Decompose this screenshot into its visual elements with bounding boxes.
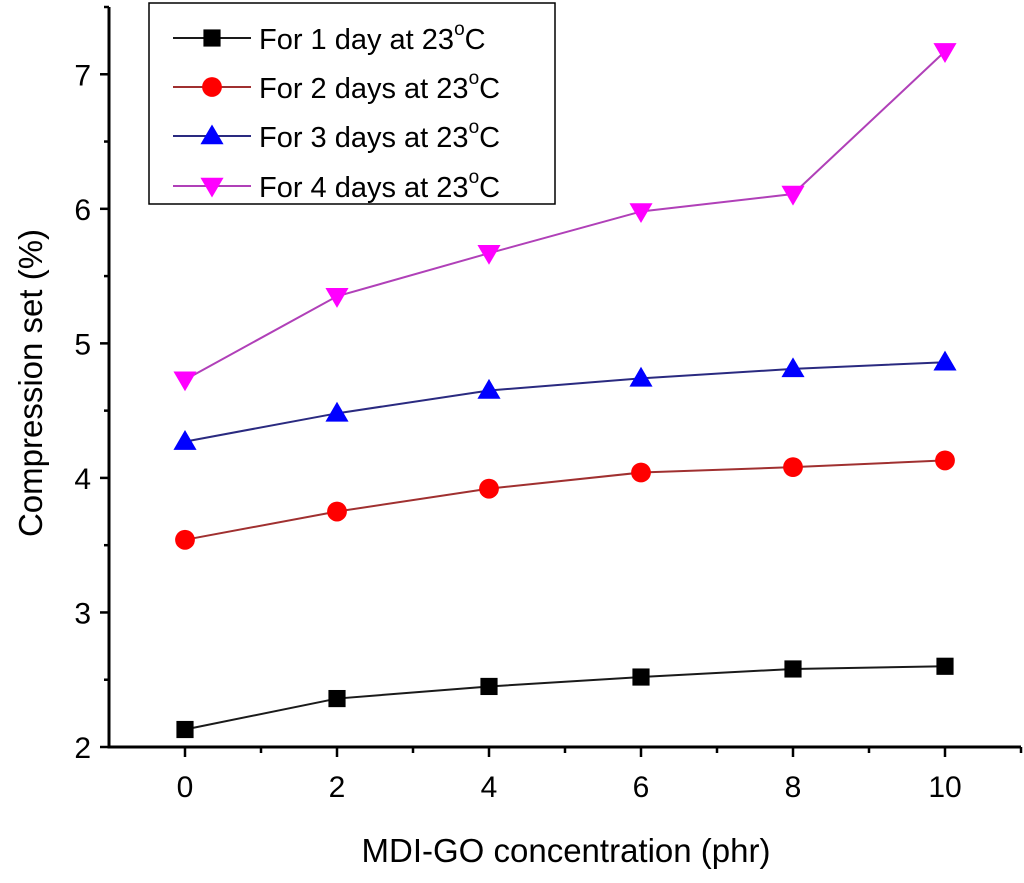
y-tick-label: 7 [74, 59, 91, 92]
data-point [781, 357, 805, 378]
legend-items: For 1 day at 23oC For 2 days at 23oC For 3… [173, 19, 500, 204]
series-3 [173, 350, 957, 450]
y-ticks: 2 3 4 5 6 7 [74, 5, 109, 765]
degree-superscript: o [469, 68, 480, 89]
x-ticks: 0 2 4 6 8 10 [177, 747, 1023, 804]
data-point [477, 244, 501, 265]
x-tick-label: 8 [785, 771, 802, 804]
data-point [325, 288, 349, 308]
legend-marker [200, 124, 224, 145]
data-point [479, 478, 499, 499]
series-line [184, 50, 946, 381]
series-2 [175, 450, 955, 550]
legend-label: For 1 day at 23oC [259, 19, 486, 56]
data-point [325, 401, 349, 422]
legend-marker [202, 77, 222, 97]
data-point [173, 371, 197, 392]
x-tick-label: 4 [481, 771, 498, 804]
data-point [936, 657, 954, 675]
data-point [933, 350, 957, 371]
legend-marker [200, 177, 224, 198]
degree-superscript: o [469, 167, 480, 188]
data-point [175, 529, 195, 550]
y-tick-label: 5 [74, 328, 91, 361]
y-tick-label: 4 [74, 463, 91, 496]
axes: 2 3 4 5 6 7 0 2 4 6 8 10 [74, 5, 1023, 804]
data-point [327, 501, 347, 522]
data-point [480, 677, 498, 696]
x-axis-title: MDI-GO concentration (phr) [362, 832, 771, 869]
data-point [933, 43, 957, 63]
y-tick-label: 2 [74, 732, 91, 765]
degree-superscript: o [469, 117, 480, 138]
data-point [935, 450, 955, 471]
data-point [176, 720, 194, 739]
legend-label: For 3 days at 23oC [259, 117, 500, 154]
x-tick-label: 0 [177, 771, 194, 804]
unit-label: C [479, 122, 500, 154]
unit-label: C [465, 24, 486, 56]
legend: For 1 day at 23oC For 2 days at 23oC For 3… [148, 2, 556, 205]
legend-item-2: For 2 days at 23oC [173, 68, 500, 105]
unit-label: C [479, 73, 500, 105]
degree-superscript: o [454, 19, 465, 40]
data-point [477, 378, 501, 399]
legend-item-1: For 1 day at 23oC [173, 19, 486, 56]
legend-marker [203, 29, 221, 47]
data-point [783, 457, 803, 478]
data-point [781, 185, 805, 206]
x-tick-label: 10 [928, 771, 961, 804]
data-point [629, 366, 653, 387]
data-point [632, 668, 650, 686]
legend-label: For 4 days at 23oC [259, 167, 500, 204]
legend-label: For 2 days at 23oC [259, 68, 500, 105]
series-4 [173, 43, 957, 392]
unit-label: C [479, 172, 500, 204]
data-point [173, 430, 197, 450]
x-tick-label: 2 [329, 771, 346, 804]
legend-item-3: For 3 days at 23oC [173, 117, 500, 154]
y-tick-label: 6 [74, 194, 91, 227]
legend-item-4: For 4 days at 23oC [173, 167, 500, 204]
y-tick-label: 3 [74, 597, 91, 630]
series-1 [176, 657, 954, 739]
series-line [184, 361, 946, 443]
y-axis-title: Compression set (%) [12, 229, 49, 537]
data-point [629, 203, 653, 224]
data-point [328, 689, 346, 708]
x-tick-label: 6 [633, 771, 650, 804]
data-point [784, 660, 802, 678]
series-layer [173, 43, 957, 739]
data-point [631, 462, 651, 483]
series-line [184, 459, 946, 541]
series-line [184, 665, 946, 731]
